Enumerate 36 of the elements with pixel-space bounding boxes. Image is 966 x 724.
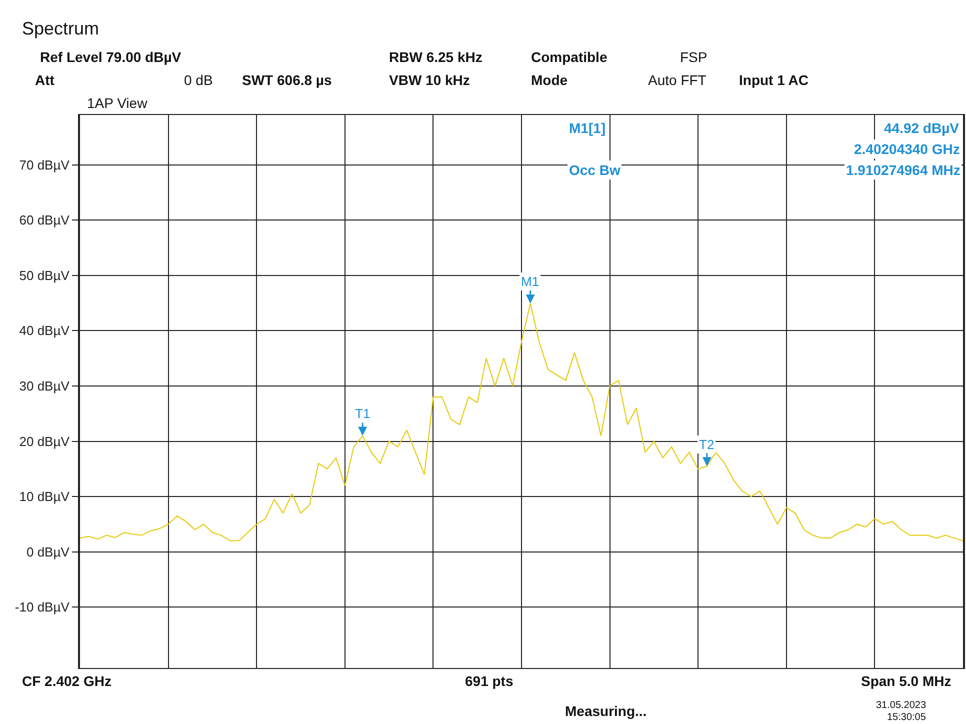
annotation: T2	[699, 437, 714, 452]
y-tick-label: 0 dBµV	[26, 544, 70, 560]
text: SWT 606.8 µs	[242, 72, 332, 88]
y-tick-label: 10 dBµV	[19, 489, 70, 504]
annotation: 1.910274964 MHz	[846, 162, 960, 178]
text: 0 dB	[184, 72, 213, 88]
y-tick-label: 60 dBµV	[19, 212, 70, 228]
annotation: T1	[355, 406, 370, 421]
text: Ref Level 79.00 dBµV	[40, 49, 182, 65]
y-tick-label: 30 dBµV	[19, 378, 70, 394]
text: RBW 6.25 kHz	[389, 49, 482, 65]
text: 1AP View	[87, 95, 148, 111]
y-tick-label: -10 dBµV	[14, 600, 70, 615]
text: Auto FFT	[648, 72, 707, 88]
text: Compatible	[531, 49, 608, 65]
y-tick-label: 50 dBµV	[19, 268, 70, 283]
text: Measuring...	[565, 703, 647, 719]
annotation: M1	[521, 274, 540, 289]
annotation: 44.92 dBµV	[884, 120, 960, 136]
annotation: M1[1]	[569, 120, 606, 136]
text: 15:30:05	[887, 712, 926, 723]
text: 31.05.2023	[876, 700, 926, 711]
text: CF 2.402 GHz	[22, 673, 112, 689]
y-tick-label: 40 dBµV	[19, 323, 70, 338]
chart-title: Spectrum	[22, 18, 100, 38]
text: Mode	[531, 72, 568, 88]
text: VBW 10 kHz	[389, 72, 470, 88]
text: Span 5.0 MHz	[861, 673, 952, 689]
y-tick-label: 20 dBµV	[19, 434, 70, 449]
text: Att	[35, 72, 55, 88]
y-tick-label: 70 dBµV	[19, 157, 70, 172]
annotation: Occ Bw	[569, 162, 620, 178]
text: 691 pts	[465, 673, 514, 689]
annotation: 2.40204340 GHz	[854, 141, 960, 157]
text: FSP	[680, 49, 708, 65]
text: Input 1 AC	[739, 72, 808, 88]
